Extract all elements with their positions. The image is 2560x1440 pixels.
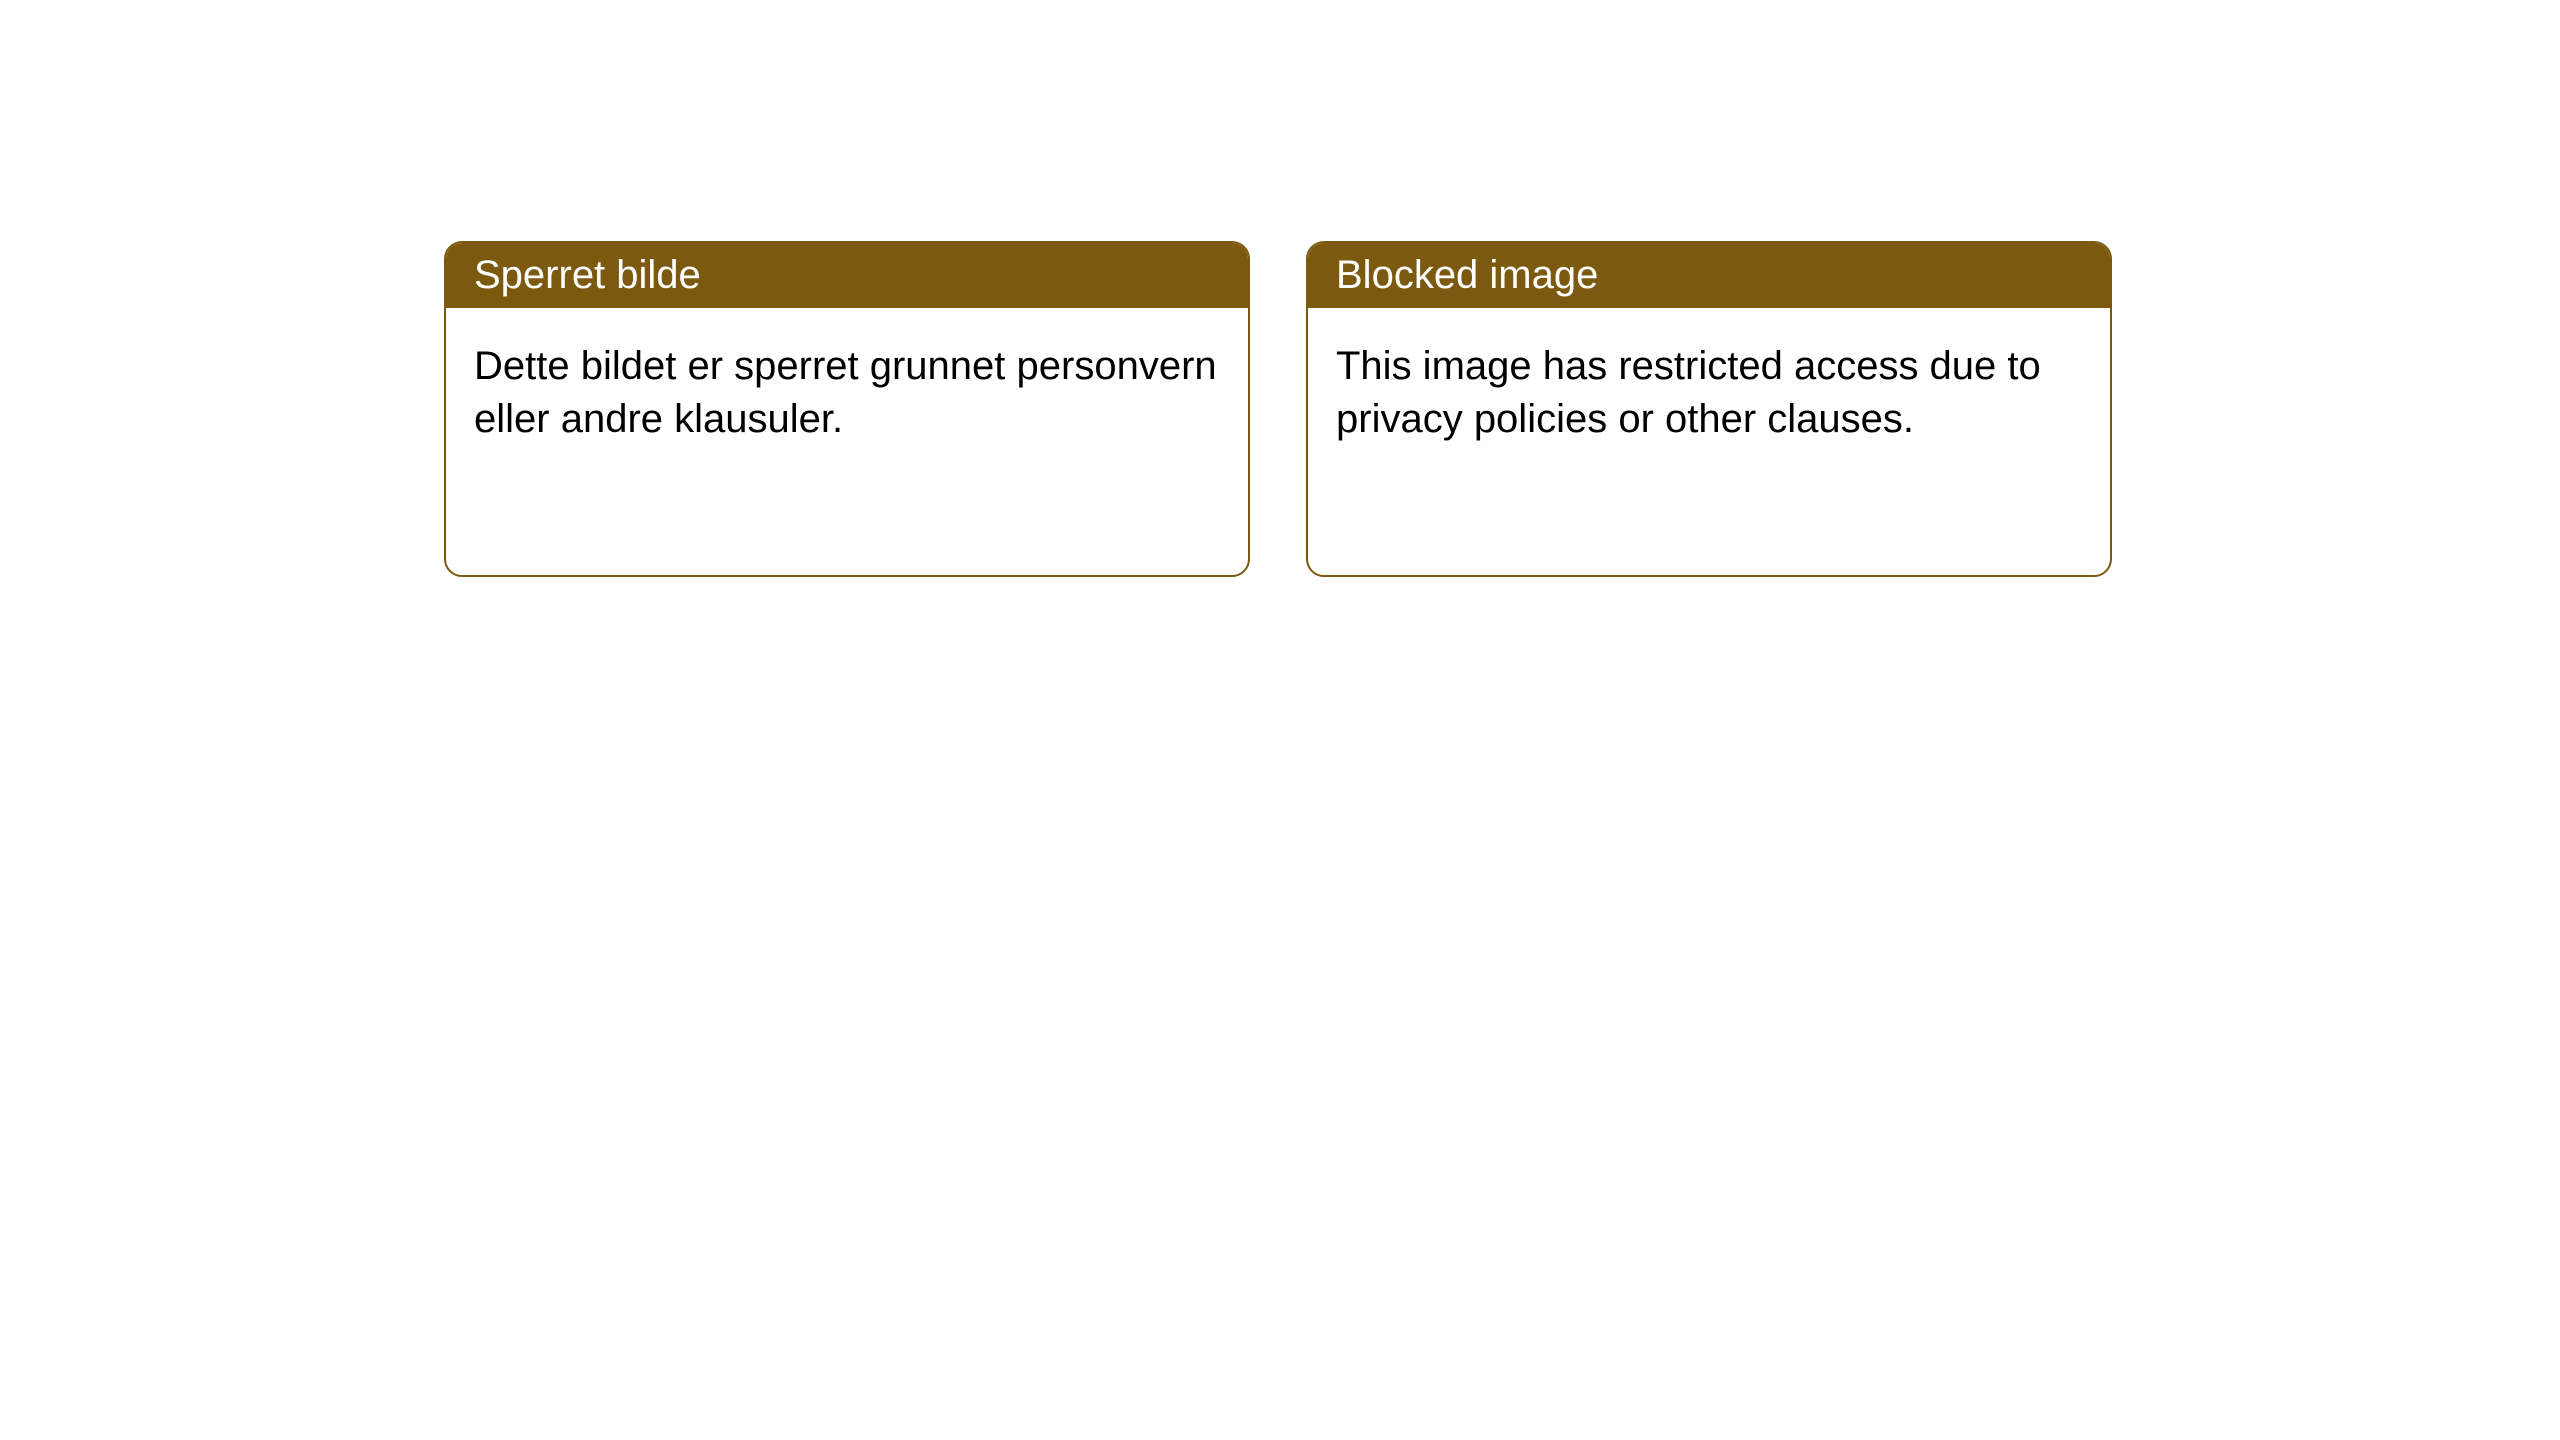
notice-container: Sperret bilde Dette bildet er sperret gr… xyxy=(444,241,2112,577)
notice-body-norwegian: Dette bildet er sperret grunnet personve… xyxy=(446,308,1248,478)
notice-header-english: Blocked image xyxy=(1308,243,2110,308)
notice-body-english: This image has restricted access due to … xyxy=(1308,308,2110,478)
notice-text-norwegian: Dette bildet er sperret grunnet personve… xyxy=(474,344,1217,441)
notice-text-english: This image has restricted access due to … xyxy=(1336,344,2041,441)
notice-title-norwegian: Sperret bilde xyxy=(474,253,701,297)
notice-header-norwegian: Sperret bilde xyxy=(446,243,1248,308)
notice-card-english: Blocked image This image has restricted … xyxy=(1306,241,2112,577)
notice-card-norwegian: Sperret bilde Dette bildet er sperret gr… xyxy=(444,241,1250,577)
notice-title-english: Blocked image xyxy=(1336,253,1598,297)
